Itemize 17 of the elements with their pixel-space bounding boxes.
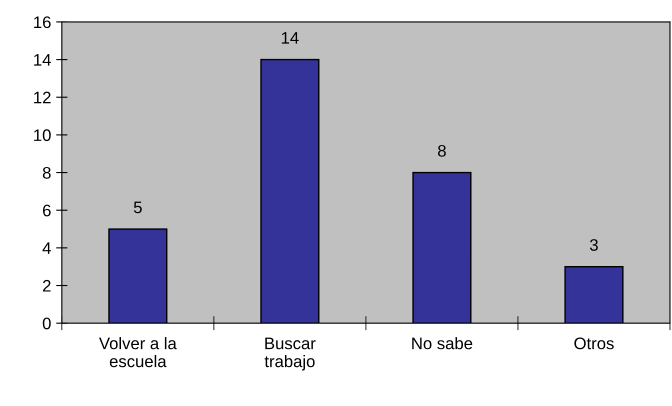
y-tick-label: 10 xyxy=(34,129,51,142)
data-label: 3 xyxy=(590,239,598,251)
data-label: 5 xyxy=(134,202,142,214)
data-label: 14 xyxy=(282,32,299,44)
y-tick-label: 12 xyxy=(34,92,51,104)
y-tick-label: 0 xyxy=(42,318,51,330)
data-label: 8 xyxy=(438,144,446,157)
y-tick-label: 14 xyxy=(34,54,51,66)
x-tick-label: Otros xyxy=(574,338,614,350)
y-tick-label: 8 xyxy=(42,166,51,179)
y-tick-label: 2 xyxy=(42,280,51,292)
x-tick-label: Volver a la escuela xyxy=(99,337,177,368)
x-tick-label: Buscar trabajo xyxy=(264,338,316,371)
x-tick-label: No sabe xyxy=(412,337,472,350)
y-tick-label: 16 xyxy=(34,16,51,28)
y-tick-label: 4 xyxy=(42,242,51,254)
y-tick-label: 6 xyxy=(42,204,51,216)
